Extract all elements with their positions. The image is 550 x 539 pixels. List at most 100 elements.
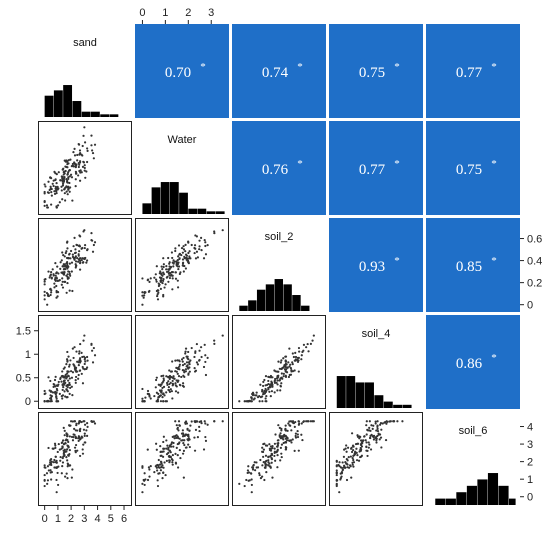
scatter-point — [78, 357, 82, 360]
scatter-point — [375, 429, 378, 432]
scatter-point — [261, 446, 264, 449]
scatter-panel-soil_6-vs-sand — [43, 420, 97, 494]
scatter-point — [245, 478, 248, 482]
scatter-point — [243, 400, 246, 403]
scatter-point — [55, 277, 58, 280]
scatter-point — [63, 255, 66, 258]
scatter-point — [59, 459, 62, 462]
scatter-point — [154, 386, 157, 389]
scatter-point — [359, 446, 362, 450]
scatter-point — [83, 423, 87, 426]
scatter-point — [49, 293, 52, 297]
scatter-point — [67, 440, 70, 444]
scatter-point — [202, 448, 206, 451]
significance-star: * — [200, 61, 206, 73]
scatter-point — [296, 360, 300, 364]
y-tick-label: 0 — [527, 492, 533, 504]
scatter-point — [267, 464, 270, 467]
scatter-panel-frame — [232, 412, 326, 506]
scatter-point — [204, 253, 208, 256]
scatter-point — [213, 342, 216, 345]
scatter-point — [181, 435, 185, 438]
scatter-point — [74, 443, 78, 447]
scatter-point — [71, 439, 75, 442]
scatter-point — [53, 190, 56, 193]
scatter-point — [60, 441, 63, 445]
scatter-point — [155, 376, 158, 379]
scatter-panel-soil_4-vs-Water — [141, 334, 224, 403]
significance-star: * — [297, 158, 303, 170]
scatter-point — [174, 277, 178, 280]
scatter-point — [296, 433, 299, 436]
scatter-point — [204, 241, 207, 244]
scatter-point — [61, 461, 65, 464]
scatter-point — [176, 442, 179, 446]
scatter-point — [273, 447, 276, 450]
scatter-point — [186, 364, 189, 367]
histogram-bar — [151, 187, 161, 214]
scatter-point — [70, 165, 73, 168]
scatter-point — [360, 441, 363, 445]
scatter-point — [261, 390, 264, 393]
scatter-point — [92, 420, 95, 423]
scatter-point — [69, 464, 72, 467]
scatter-point — [346, 459, 349, 462]
scatter-point — [174, 271, 177, 274]
scatter-panel-frame — [135, 315, 229, 409]
scatter-point — [57, 380, 60, 384]
scatter-point — [204, 422, 207, 425]
correlation-value: 0.74 — [262, 65, 289, 81]
scatter-point — [59, 261, 62, 264]
scatter-point — [294, 359, 297, 362]
scatter-point — [156, 294, 159, 298]
scatter-point — [68, 392, 71, 395]
scatter-point — [375, 441, 378, 444]
scatter-point — [183, 362, 186, 366]
scatter-point — [184, 243, 187, 246]
scatter-point — [172, 375, 175, 378]
histogram-Water — [142, 182, 225, 214]
scatter-point — [365, 445, 368, 449]
scatter-point — [264, 397, 267, 400]
scatter-point — [279, 432, 282, 435]
scatter-point — [53, 282, 56, 285]
histogram-bar — [109, 114, 119, 117]
scatter-point — [341, 461, 344, 464]
scatter-point — [153, 470, 156, 474]
scatter-point — [56, 471, 59, 475]
scatter-point — [52, 184, 55, 188]
scatter-point — [255, 391, 258, 394]
scatter-point — [93, 241, 97, 244]
histogram-bar — [265, 284, 275, 311]
scatter-point — [162, 392, 165, 395]
scatter-point — [57, 442, 60, 446]
scatter-point — [170, 270, 173, 274]
histogram-bar — [477, 479, 488, 505]
scatter-point — [366, 428, 369, 432]
scatter-point — [183, 443, 186, 447]
scatter-point — [91, 151, 95, 155]
scatter-point — [351, 448, 355, 452]
scatter-point — [68, 181, 71, 185]
correlation-cell — [426, 315, 520, 409]
scatter-point — [169, 266, 172, 269]
scatter-point — [90, 420, 93, 423]
scatter-point — [56, 450, 59, 454]
scatter-point — [86, 359, 89, 362]
scatter-point — [62, 180, 65, 183]
scatter-point — [147, 466, 151, 469]
scatter-point — [81, 452, 85, 455]
scatter-point — [82, 161, 86, 164]
scatter-point — [285, 436, 288, 439]
scatter-point — [269, 465, 272, 468]
scatter-point — [161, 268, 164, 271]
scatter-point — [171, 379, 174, 383]
histogram-bar — [466, 485, 477, 505]
scatter-point — [83, 229, 86, 232]
scatter-point — [343, 464, 346, 467]
scatter-point — [160, 461, 163, 464]
scatter-point — [280, 367, 284, 370]
scatter-point — [60, 394, 63, 398]
scatter-point — [177, 265, 181, 268]
scatter-point — [159, 287, 163, 291]
